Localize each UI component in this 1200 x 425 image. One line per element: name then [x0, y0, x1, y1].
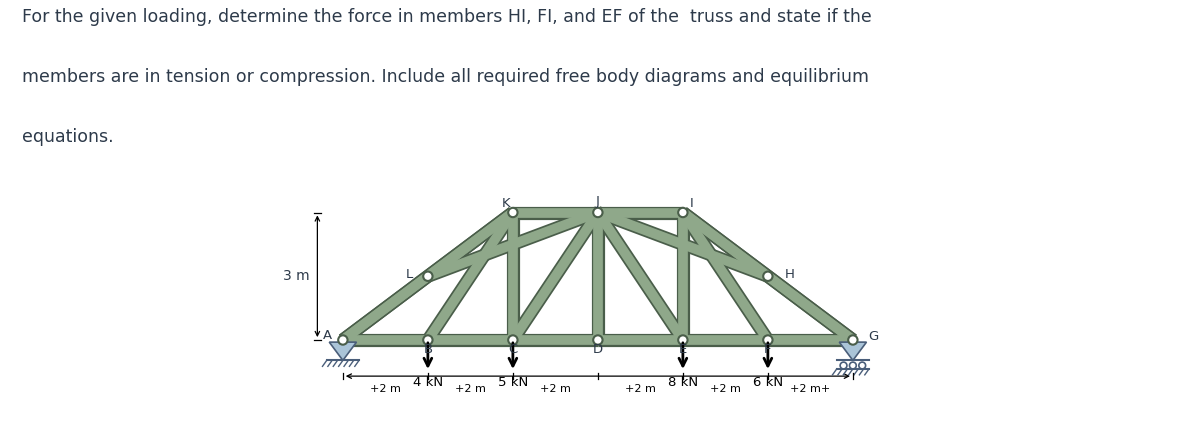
- Circle shape: [678, 335, 688, 345]
- Text: H: H: [785, 268, 794, 280]
- Text: L: L: [406, 268, 413, 280]
- Text: F: F: [764, 343, 772, 356]
- Text: +2 m: +2 m: [625, 384, 656, 394]
- Text: members are in tension or compression. Include all required free body diagrams a: members are in tension or compression. I…: [22, 68, 869, 86]
- Text: C: C: [509, 343, 517, 356]
- Text: 3 m: 3 m: [283, 269, 310, 283]
- Text: I: I: [690, 197, 694, 210]
- Circle shape: [763, 335, 773, 345]
- Text: equations.: equations.: [22, 128, 113, 145]
- Circle shape: [848, 335, 858, 345]
- Polygon shape: [839, 342, 866, 360]
- Text: 5 kN: 5 kN: [498, 376, 528, 389]
- Text: For the given loading, determine the force in members HI, FI, and EF of the  tru: For the given loading, determine the for…: [22, 8, 871, 26]
- Circle shape: [338, 335, 348, 345]
- Circle shape: [424, 272, 432, 281]
- Text: +2 m: +2 m: [370, 384, 401, 394]
- Circle shape: [424, 335, 432, 345]
- Text: K: K: [502, 197, 511, 210]
- Text: 4 kN: 4 kN: [413, 376, 443, 389]
- Polygon shape: [329, 342, 356, 360]
- Circle shape: [840, 362, 847, 369]
- Text: G: G: [868, 330, 878, 343]
- Circle shape: [509, 208, 517, 217]
- Text: E: E: [679, 343, 686, 356]
- Circle shape: [763, 272, 773, 281]
- Text: A: A: [323, 329, 332, 342]
- Text: +2 m: +2 m: [710, 384, 740, 394]
- Text: J: J: [596, 196, 600, 208]
- Text: D: D: [593, 343, 602, 356]
- Circle shape: [859, 362, 865, 369]
- Text: +2 m+: +2 m+: [791, 384, 830, 394]
- Text: +2 m: +2 m: [540, 384, 571, 394]
- Circle shape: [678, 208, 688, 217]
- Text: 8 kN: 8 kN: [668, 376, 698, 389]
- Circle shape: [593, 335, 602, 345]
- Circle shape: [509, 335, 517, 345]
- Text: B: B: [424, 343, 432, 356]
- Text: +2 m: +2 m: [455, 384, 486, 394]
- Circle shape: [850, 362, 857, 369]
- Circle shape: [593, 208, 602, 217]
- Text: 6 kN: 6 kN: [752, 376, 782, 389]
